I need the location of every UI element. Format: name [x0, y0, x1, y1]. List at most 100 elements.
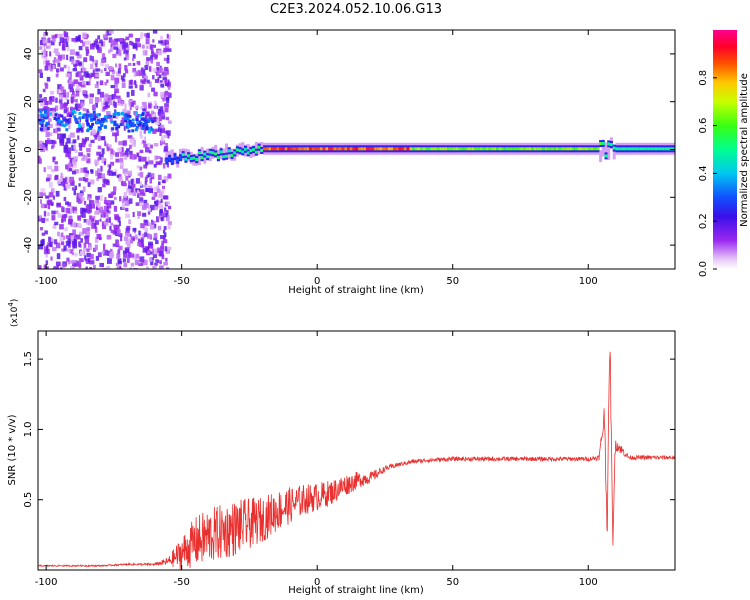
heatmap-cell: [604, 142, 608, 155]
heatmap-cell: [78, 263, 81, 268]
heatmap-cell: [122, 258, 126, 263]
heatmap-cell: [144, 176, 148, 182]
heatmap-cell: [125, 54, 129, 61]
heatmap-cell: [72, 206, 77, 211]
heatmap-cell: [43, 48, 46, 55]
heatmap-cell: [83, 242, 87, 248]
heatmap-cell: [135, 202, 140, 206]
heatmap-cell: [106, 206, 109, 213]
heatmap-cell: [70, 107, 73, 112]
heatmap-cell: [455, 147, 459, 151]
heatmap-cell: [89, 253, 94, 260]
heatmap-cell: [92, 110, 96, 114]
heatmap-cell: [44, 218, 49, 222]
heatmap-cell: [86, 81, 89, 85]
heatmap-cell: [153, 224, 157, 229]
heatmap-cell: [93, 117, 96, 121]
heatmap-cell: [73, 244, 77, 249]
heatmap-cell: [118, 63, 122, 69]
heatmap-cell: [71, 109, 75, 113]
snr-y-label: SNR (10 * v/v): [7, 414, 18, 485]
heatmap-cell: [114, 169, 118, 174]
heatmap-cell: [347, 147, 350, 151]
heatmap-cell: [531, 147, 535, 151]
heatmap-cell: [148, 160, 153, 165]
heatmap-cell: [110, 120, 114, 124]
heatmap-cell: [86, 158, 91, 164]
heatmap-cell: [95, 255, 100, 261]
heatmap-cell: [54, 221, 59, 226]
heatmap-cell: [634, 147, 638, 151]
heatmap-cell: [284, 147, 288, 151]
heatmap-cell: [91, 56, 94, 62]
heatmap-cell: [525, 147, 529, 151]
heatmap-cell: [107, 257, 112, 264]
heatmap-cell: [66, 121, 70, 125]
heatmap-cell: [81, 197, 85, 201]
heatmap-cell: [41, 217, 45, 223]
heatmap-cell: [89, 93, 94, 98]
heatmap-cell: [124, 202, 128, 207]
heatmap-cell: [45, 121, 49, 125]
heatmap-cell: [73, 236, 76, 240]
heatmap-cell: [68, 162, 71, 168]
heatmap-cell: [155, 128, 159, 133]
heatmap-cell: [409, 147, 413, 151]
heatmap-cell: [106, 266, 110, 269]
heatmap-cell: [117, 49, 122, 56]
heatmap-cell: [148, 222, 153, 227]
heatmap-cell: [156, 61, 160, 67]
heatmap-cell: [147, 250, 151, 254]
heatmap-cell: [129, 139, 135, 143]
heatmap-cell: [298, 147, 302, 151]
heatmap-cell: [607, 142, 611, 146]
heatmap-cell: [78, 61, 82, 66]
heatmap-cell: [94, 97, 100, 103]
heatmap-cell: [128, 122, 132, 126]
heatmap-cell: [151, 196, 156, 200]
heatmap-cell: [75, 72, 81, 78]
heatmap-cell: [97, 88, 101, 95]
heatmap-cell: [118, 221, 121, 227]
heatmap-cell: [482, 147, 486, 151]
heatmap-cell: [97, 168, 101, 173]
heatmap-cell: [62, 178, 67, 182]
heatmap-cell: [121, 112, 125, 116]
heatmap-cell: [59, 236, 64, 242]
heatmap-cell: [279, 147, 283, 151]
heatmap-cell: [77, 200, 82, 204]
heatmap-cell: [139, 130, 142, 137]
heatmap-cell: [57, 119, 61, 123]
heatmap-cell: [85, 119, 89, 123]
heatmap-cell: [189, 157, 193, 161]
heatmap-cell: [43, 53, 48, 60]
heatmap-cell: [84, 235, 89, 240]
heatmap-cell: [56, 202, 61, 208]
heatmap-cell: [165, 69, 169, 75]
heatmap-cell: [141, 113, 145, 117]
heatmap-cell: [134, 128, 138, 132]
heatmap-cell: [85, 205, 90, 210]
x-tick-label: -100: [35, 276, 58, 287]
heatmap-cell: [420, 147, 424, 151]
heatmap-cell: [158, 74, 162, 79]
heatmap-cell: [303, 147, 307, 151]
heatmap-cell: [167, 86, 171, 90]
heatmap-cell: [433, 147, 437, 151]
heatmap-cell: [49, 191, 54, 198]
heatmap-cell: [131, 118, 135, 122]
heatmap-cell: [152, 191, 155, 198]
heatmap-cell: [38, 157, 41, 163]
heatmap-cell: [86, 204, 92, 210]
heatmap-cell: [109, 114, 113, 118]
heatmap-cell: [143, 127, 146, 134]
heatmap-cell: [125, 207, 129, 212]
heatmap-cell: [97, 126, 101, 130]
heatmap-cell: [127, 185, 132, 189]
heatmap-cell: [609, 143, 613, 146]
heatmap-cell: [100, 91, 105, 98]
heatmap-cell: [84, 267, 88, 269]
heatmap-cell: [96, 151, 101, 156]
heatmap-cell: [114, 136, 118, 143]
heatmap-cell: [154, 248, 160, 255]
